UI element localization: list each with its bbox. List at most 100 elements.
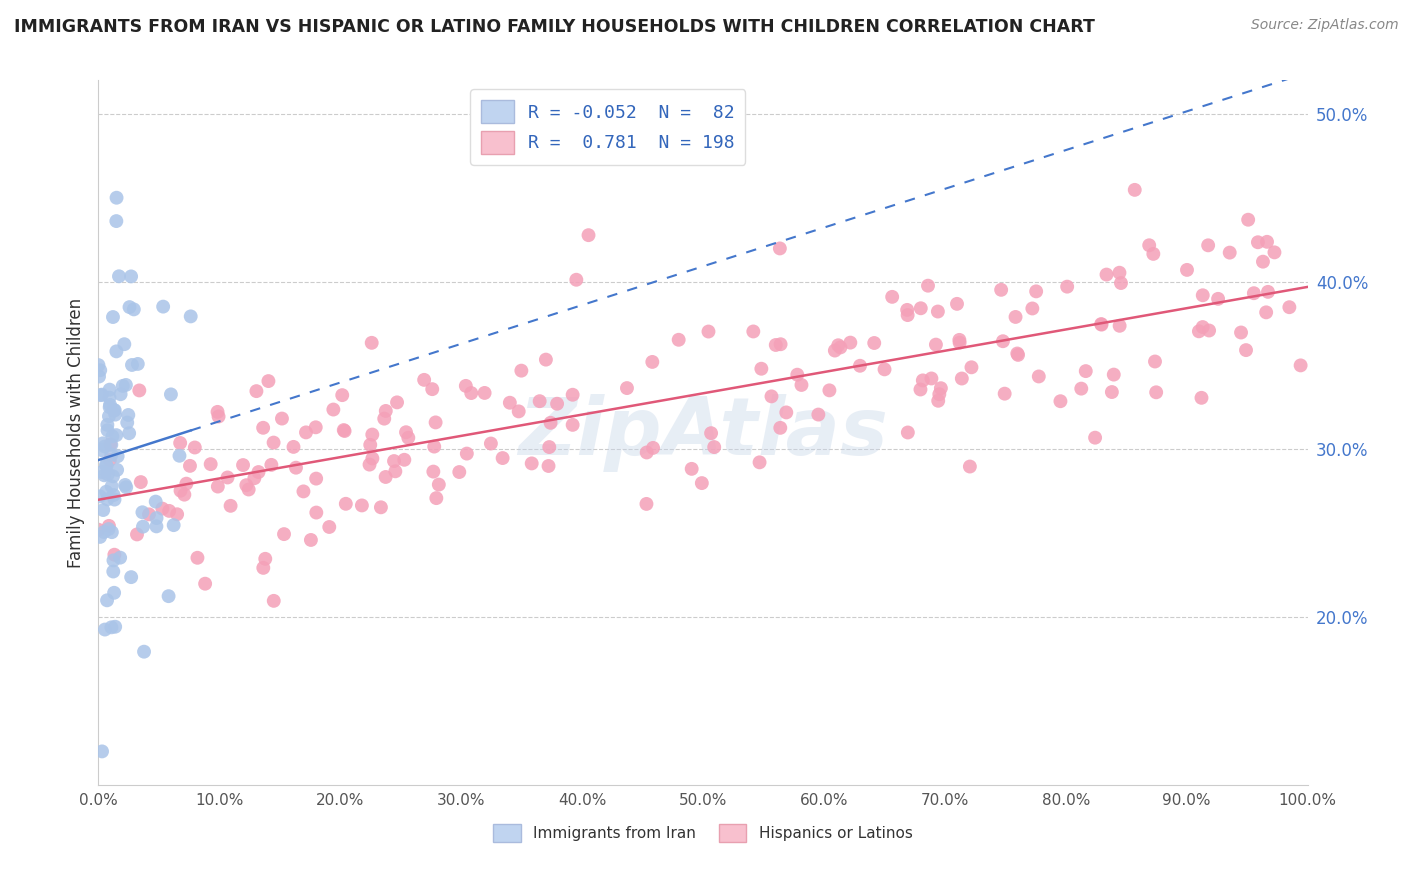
- Point: [157, 504, 180, 518]
- Point: [769, 242, 792, 256]
- Point: [157, 589, 180, 603]
- Point: [105, 463, 128, 477]
- Point: [1123, 183, 1146, 197]
- Point: [120, 269, 142, 284]
- Point: [94, 458, 117, 472]
- Point: [703, 440, 725, 454]
- Point: [87, 369, 110, 384]
- Point: [200, 457, 222, 471]
- Point: [120, 570, 142, 584]
- Point: [882, 290, 904, 304]
- Point: [460, 386, 482, 401]
- Point: [122, 302, 145, 317]
- Point: [928, 387, 950, 401]
- Point: [1004, 310, 1026, 324]
- Point: [108, 550, 131, 565]
- Point: [252, 421, 274, 435]
- Point: [1188, 324, 1211, 338]
- Point: [449, 465, 471, 479]
- Point: [1108, 266, 1130, 280]
- Point: [118, 300, 141, 314]
- Point: [100, 479, 122, 493]
- Point: [910, 383, 932, 397]
- Point: [929, 381, 952, 395]
- Point: [112, 337, 135, 351]
- Point: [991, 334, 1014, 349]
- Point: [761, 389, 783, 403]
- Point: [305, 420, 328, 434]
- Point: [474, 386, 496, 401]
- Point: [1257, 285, 1279, 299]
- Point: [333, 424, 356, 438]
- Point: [1230, 326, 1253, 340]
- Point: [818, 384, 841, 398]
- Point: [98, 391, 121, 405]
- Point: [263, 594, 285, 608]
- Point: [207, 405, 229, 419]
- Point: [948, 333, 970, 347]
- Point: [91, 465, 114, 479]
- Point: [946, 297, 969, 311]
- Point: [1175, 263, 1198, 277]
- Point: [896, 302, 918, 317]
- Point: [1143, 354, 1166, 368]
- Point: [89, 489, 111, 503]
- Point: [538, 440, 561, 454]
- Point: [897, 425, 920, 440]
- Point: [101, 525, 124, 540]
- Point: [769, 421, 792, 435]
- Point: [96, 423, 118, 437]
- Point: [849, 359, 872, 373]
- Point: [273, 527, 295, 541]
- Point: [87, 358, 110, 372]
- Point: [295, 425, 318, 440]
- Point: [97, 467, 120, 482]
- Point: [96, 484, 118, 499]
- Point: [283, 440, 305, 454]
- Point: [169, 483, 191, 498]
- Point: [1144, 385, 1167, 400]
- Point: [873, 362, 896, 376]
- Point: [423, 440, 446, 454]
- Point: [1109, 276, 1132, 290]
- Point: [510, 364, 533, 378]
- Point: [1243, 286, 1265, 301]
- Point: [927, 304, 949, 318]
- Point: [173, 488, 195, 502]
- Point: [534, 352, 557, 367]
- Point: [96, 417, 118, 432]
- Point: [305, 506, 328, 520]
- Point: [491, 451, 513, 466]
- Point: [769, 337, 792, 351]
- Point: [98, 401, 121, 415]
- Point: [636, 497, 658, 511]
- Point: [927, 393, 949, 408]
- Point: [786, 368, 808, 382]
- Point: [101, 469, 124, 483]
- Point: [1206, 292, 1229, 306]
- Point: [917, 278, 939, 293]
- Point: [98, 383, 121, 397]
- Point: [360, 335, 382, 350]
- Point: [807, 408, 830, 422]
- Point: [359, 458, 381, 472]
- Point: [1198, 324, 1220, 338]
- Point: [330, 388, 353, 402]
- Point: [219, 499, 242, 513]
- Point: [1197, 238, 1219, 252]
- Point: [382, 454, 405, 468]
- Point: [1028, 369, 1050, 384]
- Point: [361, 451, 384, 466]
- Point: [1007, 346, 1029, 360]
- Point: [1219, 245, 1241, 260]
- Point: [641, 441, 664, 455]
- Point: [830, 340, 852, 354]
- Point: [184, 441, 207, 455]
- Point: [1191, 391, 1213, 405]
- Point: [238, 483, 260, 497]
- Point: [163, 518, 186, 533]
- Point: [697, 325, 720, 339]
- Point: [260, 458, 283, 472]
- Point: [91, 436, 114, 450]
- Point: [186, 550, 208, 565]
